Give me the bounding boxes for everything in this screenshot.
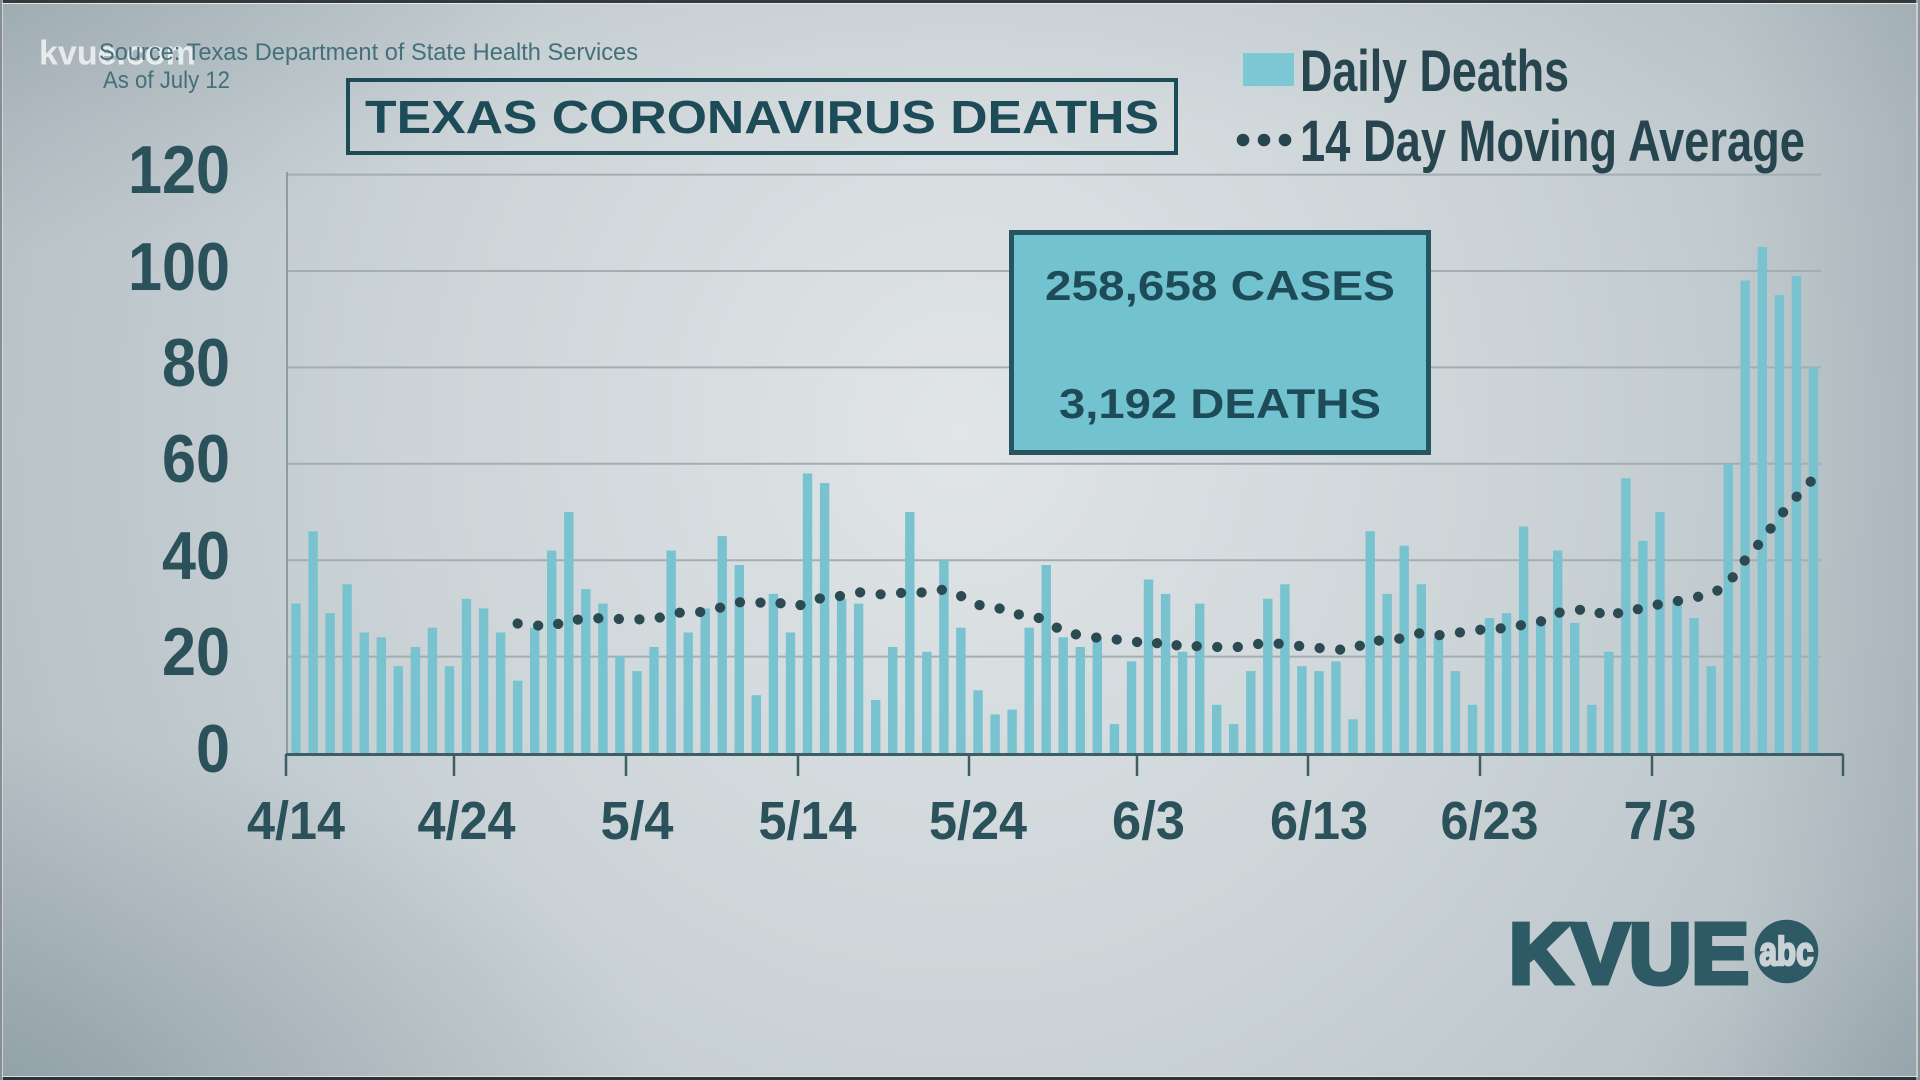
svg-text:120: 120 <box>128 132 230 208</box>
svg-text:40: 40 <box>162 518 230 594</box>
svg-text:80: 80 <box>162 325 230 401</box>
svg-text:6/3: 6/3 <box>1112 791 1185 851</box>
svg-text:4/24: 4/24 <box>418 791 516 851</box>
svg-text:kvue.com: kvue.com <box>39 35 196 73</box>
svg-text:0: 0 <box>196 711 230 787</box>
svg-text:60: 60 <box>162 421 230 497</box>
svg-text:6/23: 6/23 <box>1441 791 1539 851</box>
svg-text:100: 100 <box>128 229 230 305</box>
svg-text:abc: abc <box>1760 930 1814 974</box>
svg-text:4/14: 4/14 <box>247 791 345 851</box>
svg-text:20: 20 <box>162 614 230 690</box>
svg-text:14 Day Moving Average: 14 Day Moving Average <box>1300 109 1805 174</box>
svg-text:KVUE: KVUE <box>1509 907 1749 1002</box>
svg-text:258,658 CASES: 258,658 CASES <box>1045 262 1395 309</box>
svg-text:TEXAS CORONAVIRUS DEATHS: TEXAS CORONAVIRUS DEATHS <box>365 91 1159 143</box>
svg-text:3,192 DEATHS: 3,192 DEATHS <box>1059 380 1381 427</box>
svg-text:5/4: 5/4 <box>601 791 674 851</box>
svg-text:Daily Deaths: Daily Deaths <box>1300 39 1569 104</box>
svg-text:Source: Texas Department of St: Source: Texas Department of State Health… <box>99 39 638 66</box>
svg-text:5/14: 5/14 <box>759 791 857 851</box>
svg-text:7/3: 7/3 <box>1624 791 1697 851</box>
svg-text:6/13: 6/13 <box>1270 791 1368 851</box>
svg-text:5/24: 5/24 <box>929 791 1027 851</box>
svg-text:As of July 12: As of July 12 <box>103 67 230 94</box>
